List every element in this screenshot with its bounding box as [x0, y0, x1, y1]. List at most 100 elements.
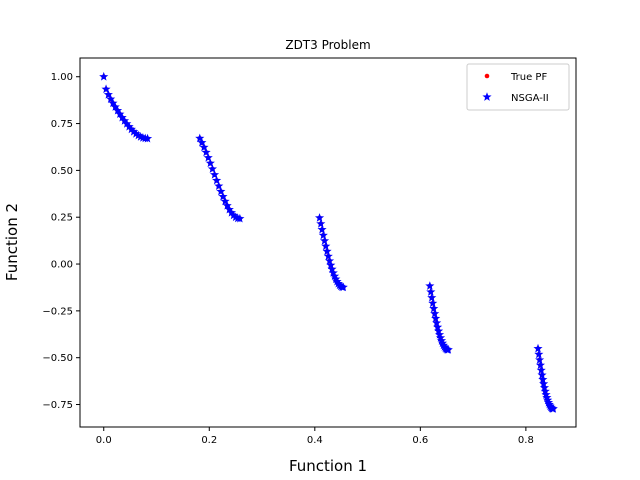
nsga-ii-point: [436, 335, 447, 345]
nsga-ii-point: [228, 210, 239, 220]
y-tick-label: 0.25: [51, 213, 73, 224]
nsga-ii-point: [535, 355, 545, 364]
nsga-ii-point: [540, 386, 550, 396]
nsga-ii-point: [216, 186, 226, 196]
nsga-ii-point: [426, 287, 436, 296]
nsga-ii-point: [537, 370, 547, 379]
true-pf-series: [101, 74, 556, 412]
nsga-ii-point: [548, 404, 558, 413]
nsga-ii-point: [539, 379, 549, 388]
nsga-ii-point: [543, 395, 553, 405]
nsga-ii-point: [332, 276, 342, 286]
nsga-ii-point: [231, 212, 241, 222]
nsga-ii-point: [197, 137, 207, 147]
y-tick-label: 0.75: [51, 119, 73, 130]
nsga-ii-point: [318, 230, 328, 240]
nsga-ii-point: [126, 124, 136, 134]
y-tick-label: −0.50: [42, 353, 73, 364]
nsga-ii-point: [534, 349, 544, 359]
nsga-ii-point: [117, 112, 127, 122]
nsga-ii-point: [326, 260, 336, 270]
nsga-ii-point: [425, 281, 435, 290]
nsga-ii-point: [122, 119, 132, 128]
nsga-ii-point: [129, 126, 139, 136]
nsga-ii-point: [323, 251, 333, 261]
x-tick-label: 0.0: [96, 435, 112, 446]
x-axis: 0.0 0.2 0.4 0.6 0.8: [96, 427, 534, 446]
nsga-ii-point: [316, 219, 326, 228]
nsga-ii-point: [205, 158, 215, 168]
nsga-ii-point: [431, 313, 441, 323]
chart-title: ZDT3 Problem: [285, 38, 370, 52]
plot-frame: [79, 57, 577, 428]
nsga-ii-point: [331, 274, 341, 284]
nsga-ii-point: [321, 241, 331, 251]
nsga-ii-point: [108, 98, 118, 108]
nsga-ii-point: [209, 169, 220, 179]
nsga-ii-point: [338, 282, 348, 292]
nsga-ii-point: [199, 142, 209, 152]
nsga-ii-point: [541, 389, 551, 399]
nsga-ii-point: [535, 360, 545, 370]
nsga-ii-point: [317, 224, 327, 234]
nsga-ii-point: [428, 298, 438, 308]
nsga-ii-point: [329, 271, 340, 281]
x-tick-label: 0.4: [307, 435, 323, 446]
nsga-ii-point: [443, 345, 453, 354]
legend-marker-star: [482, 92, 492, 101]
y-axis-title: Function 2: [3, 203, 21, 281]
nsga-ii-point: [220, 196, 230, 206]
nsga-ii-point: [224, 204, 234, 214]
nsga-ii-point: [319, 236, 330, 245]
nsga-ii-point: [133, 130, 143, 140]
nsga-ii-point: [124, 121, 134, 131]
nsga-ii-point: [542, 392, 552, 402]
nsga-ii-point: [324, 256, 335, 265]
y-tick-label: −0.75: [42, 400, 73, 411]
nsga-ii-point: [433, 322, 443, 332]
nsga-ii-point: [101, 84, 111, 94]
nsga-ii-point: [201, 147, 211, 157]
nsga-ii-point: [103, 89, 113, 99]
nsga-ii-point: [434, 329, 445, 339]
nsga-ii-point: [322, 246, 332, 256]
legend-marker-nsga-ii: [482, 92, 492, 101]
nsga-ii-point: [536, 365, 546, 375]
nsga-ii-point: [429, 303, 439, 313]
nsga-ii-point: [314, 213, 325, 222]
nsga-ii-point: [110, 102, 120, 111]
nsga-ii-point: [222, 200, 232, 210]
nsga-ii-series: [99, 71, 558, 413]
nsga-ii-point: [432, 318, 442, 327]
x-tick-label: 0.6: [412, 435, 428, 446]
y-tick-label: 0.00: [51, 260, 73, 271]
nsga-ii-point: [195, 133, 205, 143]
nsga-ii-point: [538, 374, 548, 384]
nsga-ii-point: [327, 264, 337, 274]
x-tick-label: 0.2: [201, 435, 217, 446]
nsga-ii-point: [113, 105, 123, 115]
nsga-ii-point: [235, 213, 245, 223]
nsga-ii-point: [218, 191, 228, 201]
y-tick-label: 0.50: [51, 166, 73, 177]
nsga-ii-point: [328, 268, 338, 277]
nsga-ii-point: [533, 343, 543, 353]
nsga-ii-point: [99, 71, 109, 81]
nsga-ii-point: [106, 94, 116, 104]
x-tick-label: 0.8: [518, 435, 534, 446]
legend-marker-true-pf: [484, 73, 490, 79]
nsga-ii-point: [203, 152, 213, 162]
nsga-ii-point: [435, 333, 446, 342]
legend-label-nsga-ii: NSGA-II: [511, 93, 549, 104]
nsga-ii-point: [434, 326, 444, 336]
legend: True PF NSGA-II: [466, 63, 570, 111]
legend-marker-circle: [484, 73, 490, 79]
nsga-ii-point: [115, 109, 125, 119]
nsga-ii-point: [207, 164, 218, 173]
nsga-ii-point: [226, 207, 236, 217]
nsga-ii-point: [437, 338, 448, 348]
x-axis-title: Function 1: [289, 457, 367, 475]
nsga-ii-point: [539, 382, 550, 392]
nsga-ii-point: [430, 308, 440, 318]
